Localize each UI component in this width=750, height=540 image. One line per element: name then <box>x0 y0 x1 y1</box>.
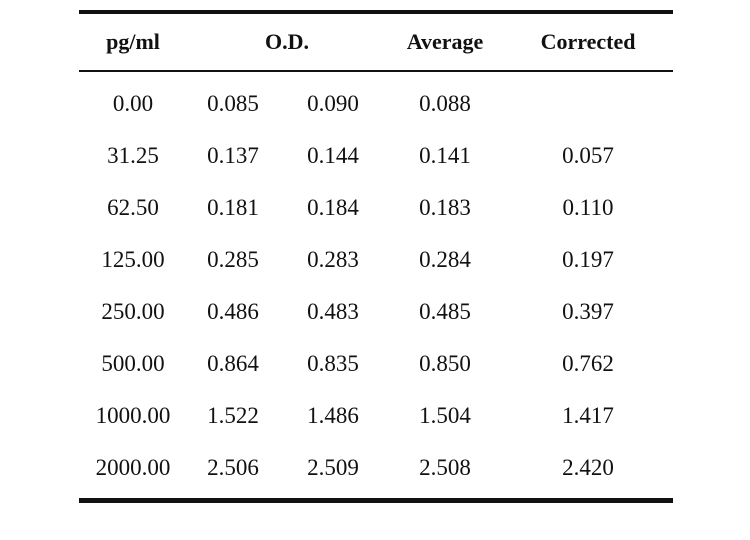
header-corrected: Corrected <box>540 29 636 54</box>
cell-average: 0.284 <box>419 247 471 272</box>
cell-concentration: 250.00 <box>101 299 165 324</box>
cell-od2: 0.184 <box>307 195 359 220</box>
table-row: 31.25 0.137 0.144 0.141 0.057 <box>79 130 673 182</box>
cell-corrected <box>503 78 673 130</box>
cell-concentration: 0.00 <box>112 91 154 116</box>
cell-average: 0.485 <box>419 299 471 324</box>
cell-average: 1.504 <box>419 403 471 428</box>
data-table: pg/ml O.D. Average Corrected 0.00 0.085 … <box>79 10 673 503</box>
cell-od1: 0.137 <box>207 143 259 168</box>
cell-concentration: 62.50 <box>107 195 159 220</box>
cell-od1: 0.285 <box>207 247 259 272</box>
header-average: Average <box>406 29 484 54</box>
cell-corrected: 0.057 <box>562 143 614 168</box>
cell-od1: 1.522 <box>207 403 259 428</box>
cell-corrected: 0.762 <box>562 351 614 376</box>
cell-od2: 0.483 <box>307 299 359 324</box>
table-row: 500.00 0.864 0.835 0.850 0.762 <box>79 338 673 390</box>
cell-od1: 0.181 <box>207 195 259 220</box>
cell-average: 2.508 <box>419 455 471 480</box>
cell-od1: 0.864 <box>207 351 259 376</box>
table-row: 0.00 0.085 0.090 0.088 <box>79 78 673 130</box>
cell-concentration: 31.25 <box>107 143 159 168</box>
table-header-rule <box>79 70 673 72</box>
table-row: 250.00 0.486 0.483 0.485 0.397 <box>79 286 673 338</box>
table-body: 0.00 0.085 0.090 0.088 31.25 0.137 0.144… <box>79 72 673 498</box>
cell-corrected: 2.420 <box>562 455 614 480</box>
cell-od2: 0.090 <box>307 91 359 116</box>
cell-od1: 0.486 <box>207 299 259 324</box>
cell-od1: 2.506 <box>207 455 259 480</box>
cell-corrected: 1.417 <box>562 403 614 428</box>
header-concentration: pg/ml <box>106 29 160 54</box>
table-top-rule <box>79 10 673 14</box>
cell-average: 0.183 <box>419 195 471 220</box>
table-row: 62.50 0.181 0.184 0.183 0.110 <box>79 182 673 234</box>
cell-concentration: 2000.00 <box>95 455 171 480</box>
cell-concentration: 500.00 <box>101 351 165 376</box>
cell-od2: 0.144 <box>307 143 359 168</box>
cell-concentration: 1000.00 <box>95 403 171 428</box>
table-row: 125.00 0.285 0.283 0.284 0.197 <box>79 234 673 286</box>
cell-average: 0.850 <box>419 351 471 376</box>
cell-concentration: 125.00 <box>101 247 165 272</box>
table-row: 1000.00 1.522 1.486 1.504 1.417 <box>79 390 673 442</box>
table-header-row: pg/ml O.D. Average Corrected <box>79 14 673 70</box>
cell-average: 0.088 <box>419 91 471 116</box>
cell-od2: 0.835 <box>307 351 359 376</box>
cell-od1: 0.085 <box>207 91 259 116</box>
cell-average: 0.141 <box>419 143 471 168</box>
header-od: O.D. <box>265 29 309 54</box>
cell-od2: 1.486 <box>307 403 359 428</box>
cell-od2: 0.283 <box>307 247 359 272</box>
cell-corrected: 0.397 <box>562 299 614 324</box>
cell-corrected: 0.197 <box>562 247 614 272</box>
table-bottom-rule <box>79 498 673 503</box>
cell-od2: 2.509 <box>307 455 359 480</box>
cell-corrected: 0.110 <box>562 195 614 220</box>
table-row: 2000.00 2.506 2.509 2.508 2.420 <box>79 442 673 494</box>
